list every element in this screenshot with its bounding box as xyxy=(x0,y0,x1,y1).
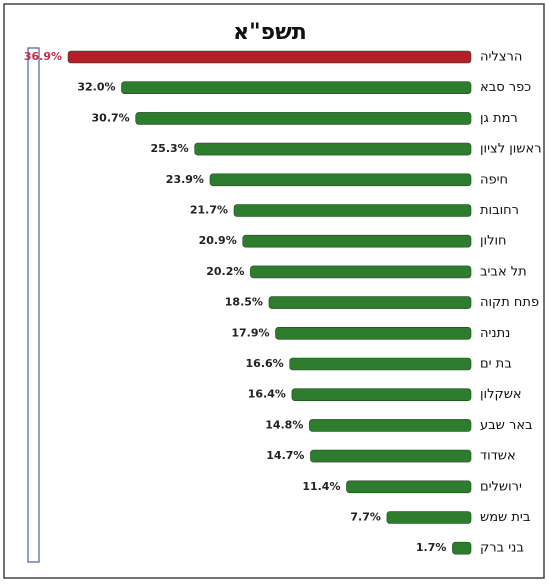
category-label: תל אביב xyxy=(480,264,527,279)
value-label: 20.2% xyxy=(206,265,244,278)
value-label: 30.7% xyxy=(92,111,130,124)
value-label: 25.3% xyxy=(151,142,189,155)
bar xyxy=(309,419,472,432)
bar xyxy=(135,112,472,125)
bar xyxy=(121,81,472,94)
category-label: חיפה xyxy=(480,172,508,187)
bar xyxy=(291,388,472,402)
value-label: 11.4% xyxy=(302,480,340,493)
bar xyxy=(386,511,472,524)
bar xyxy=(310,449,472,463)
bar xyxy=(209,173,472,187)
value-label: 14.8% xyxy=(265,418,303,431)
value-label: 16.4% xyxy=(248,388,286,401)
category-label: פתח תקוה xyxy=(480,295,539,310)
category-label: ירושלים xyxy=(480,479,522,494)
value-label: 18.5% xyxy=(225,296,263,309)
value-label: 23.9% xyxy=(166,173,204,186)
category-label: בית שמש xyxy=(480,510,530,525)
category-label: הרצליה xyxy=(480,50,522,65)
category-label: אשקלון xyxy=(480,387,522,402)
category-label: חולון xyxy=(480,234,507,249)
value-label: 16.6% xyxy=(246,357,284,370)
value-label: 14.7% xyxy=(266,449,304,462)
value-label: 21.7% xyxy=(190,204,228,217)
category-label: כפר סבא xyxy=(480,80,531,95)
value-label: 36.9% xyxy=(24,50,62,63)
category-label: באר שבע xyxy=(480,418,533,433)
value-label: 20.9% xyxy=(199,234,237,247)
bar xyxy=(275,326,472,340)
bar xyxy=(250,265,472,279)
category-label: בת ים xyxy=(480,357,512,372)
bar xyxy=(233,204,472,217)
value-label: 17.9% xyxy=(231,326,269,339)
value-label: 1.7% xyxy=(416,541,447,554)
bar xyxy=(346,480,472,494)
chart-title: תשפ"א xyxy=(233,20,307,45)
bar xyxy=(289,357,472,371)
category-label: נתניה xyxy=(480,326,510,341)
category-label: רמת גן xyxy=(480,111,518,126)
category-label: בני ברק xyxy=(480,541,524,556)
bar xyxy=(242,234,472,248)
category-label: אשדוד xyxy=(480,449,516,464)
bar xyxy=(67,50,472,64)
bar xyxy=(452,541,472,555)
category-label: רחובות xyxy=(480,203,519,218)
category-label: ראשון לציון xyxy=(480,142,542,157)
bar xyxy=(194,142,472,156)
value-label: 7.7% xyxy=(350,511,381,524)
side-box xyxy=(27,47,40,563)
bar xyxy=(268,296,472,309)
value-label: 32.0% xyxy=(77,81,115,94)
